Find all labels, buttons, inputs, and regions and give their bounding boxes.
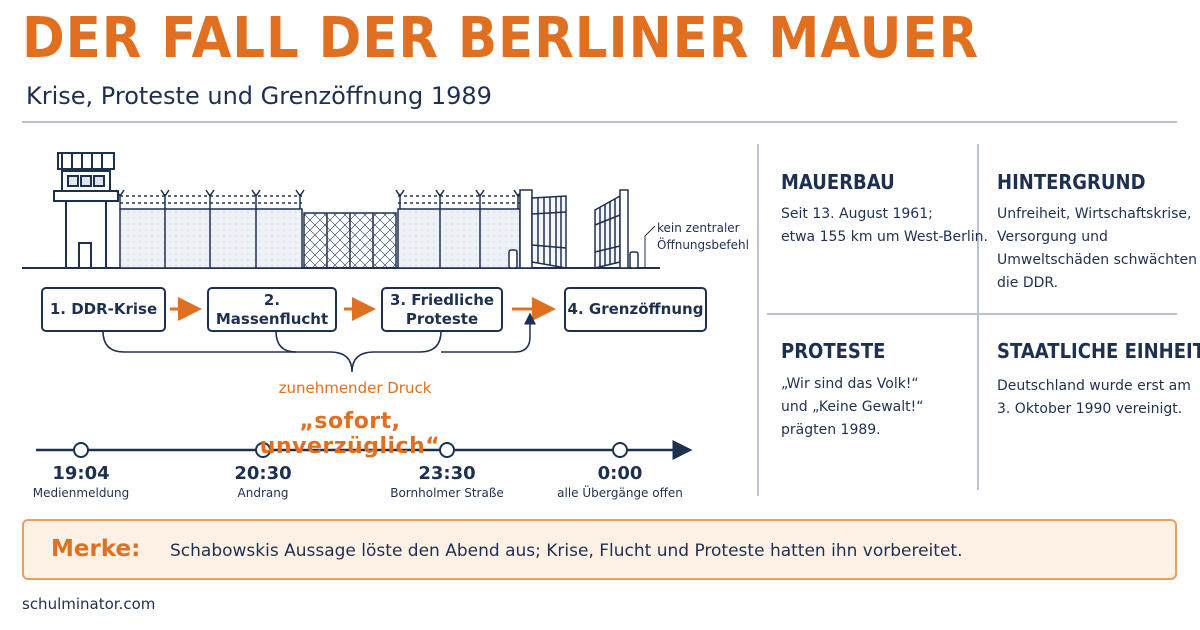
header-divider <box>22 121 1177 123</box>
info-divider <box>767 313 1177 315</box>
timeline-marker <box>73 442 89 458</box>
merke-text: Schabowskis Aussage löste den Abend aus;… <box>170 541 963 561</box>
timeline-label: Andrang <box>237 486 289 500</box>
info-heading-proteste: PROTESTE <box>781 339 886 363</box>
step-grenzoeffnung: 4. Grenzöffnung <box>564 287 707 332</box>
pressure-arrow <box>441 312 536 353</box>
pressure-brace <box>102 330 442 373</box>
wall-segment <box>395 189 533 269</box>
timeline-label: Medienmeldung <box>32 486 130 500</box>
mesh-fence <box>303 212 397 269</box>
info-text-hintergrund: Unfreiheit, Wirtschaftskrise, Versorgung… <box>997 206 1198 291</box>
pressure-label: zunehmender Druck <box>278 379 432 397</box>
timeline-time: 23:30 <box>418 463 476 484</box>
info-text-mauerbau: Seit 13. August 1961; etwa 155 km um Wes… <box>781 206 988 245</box>
page-subtitle: Krise, Proteste und Grenzöffnung 1989 <box>26 82 492 110</box>
gate-note: kein zentraler Öffnungsbefehl <box>657 221 749 252</box>
info-divider <box>977 144 979 490</box>
timeline-marker <box>439 442 455 458</box>
wall-segment <box>115 189 305 269</box>
step-proteste: 3. Friedliche Proteste <box>381 287 503 332</box>
gate-open-icon <box>508 195 567 269</box>
timeline-marker <box>255 442 271 458</box>
timeline-time: 19:04 <box>52 463 110 484</box>
timeline-time: 0:00 <box>597 463 643 484</box>
info-divider <box>757 144 759 496</box>
info-text-einheit: Deutschland wurde erst am 3. Oktober 199… <box>997 378 1191 417</box>
watchtower-icon <box>53 152 119 269</box>
timeline-label: Bornholmer Straße <box>390 486 504 500</box>
timeline-marker <box>612 442 628 458</box>
info-text-proteste: „Wir sind das Volk!“ und „Keine Gewalt!“… <box>781 376 924 438</box>
schabowski-quote: „sofort, unverzüglich“ <box>259 409 441 459</box>
gate-open-icon <box>594 189 639 269</box>
timeline-time: 20:30 <box>234 463 292 484</box>
step-massenflucht: 2. Massenflucht <box>207 287 337 332</box>
info-heading-einheit: STAATLICHE EINHEIT <box>997 339 1200 363</box>
info-heading-hintergrund: HINTERGRUND <box>997 170 1146 194</box>
step-ddr-krise: 1. DDR-Krise <box>41 287 166 332</box>
footer-link[interactable]: schulminator.com <box>22 595 156 613</box>
merke-label: Merke: <box>51 536 141 562</box>
merke-box: Merke: Schabowskis Aussage löste den Abe… <box>22 519 1177 580</box>
info-heading-mauerbau: MAUERBAU <box>781 170 895 194</box>
timeline-label: alle Übergänge offen <box>557 486 683 500</box>
page-title: DER FALL DER BERLINER MAUER <box>22 6 980 71</box>
